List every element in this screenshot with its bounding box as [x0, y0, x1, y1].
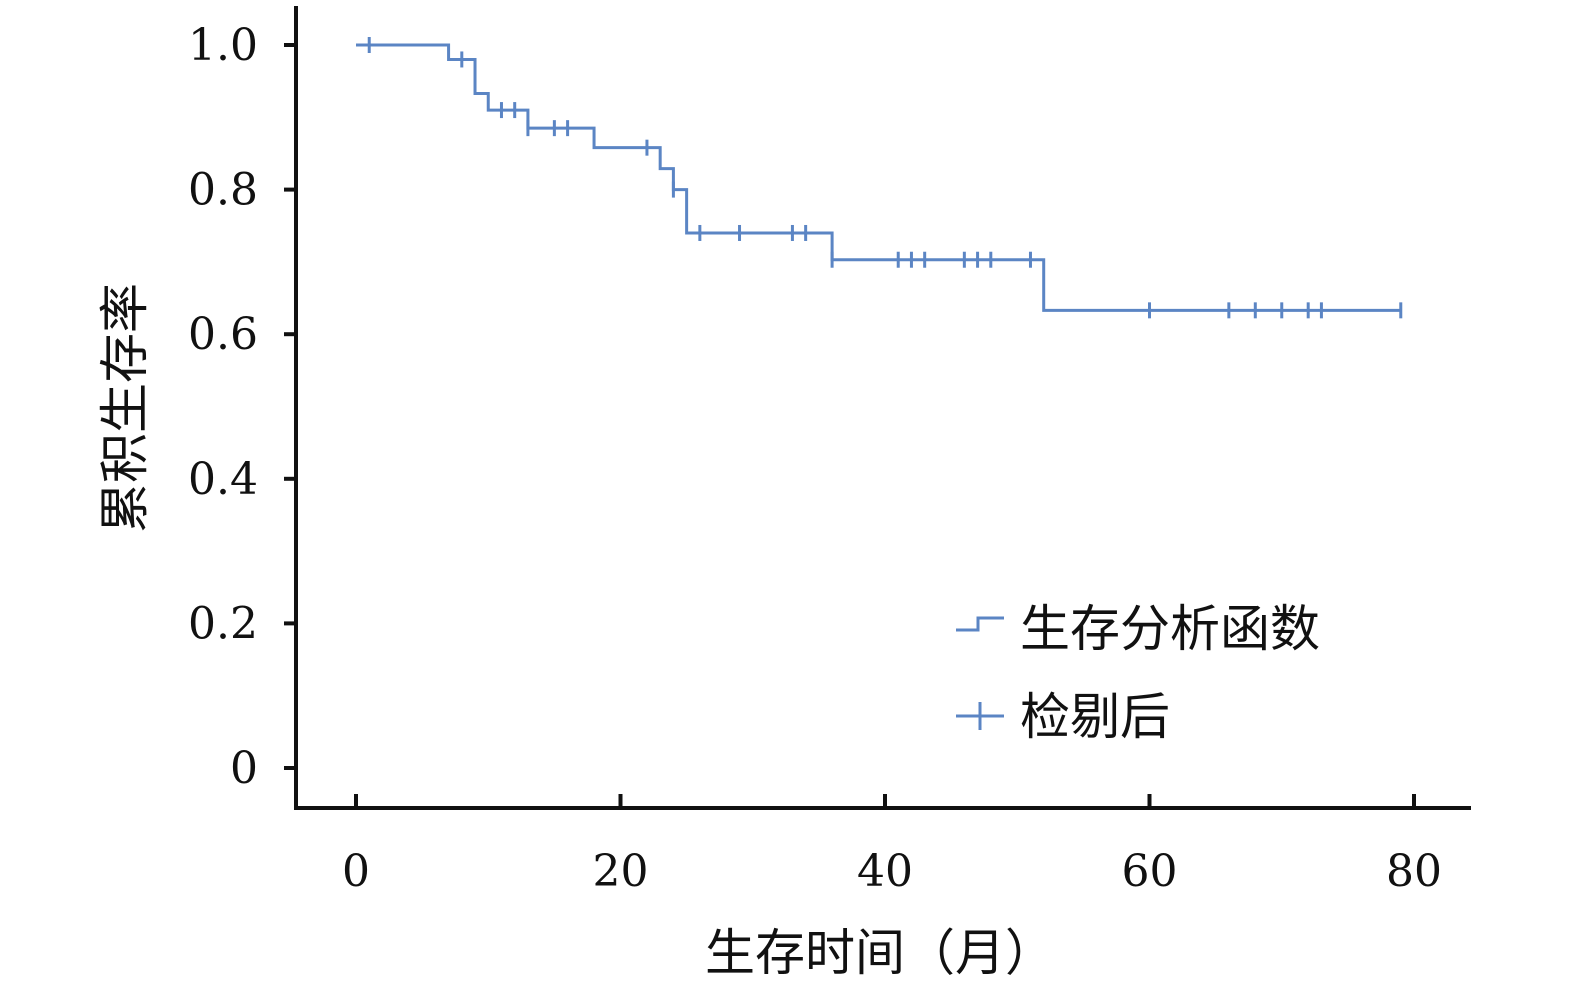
legend-label-censored: 检剔后 [1020, 688, 1170, 746]
y-tick-label: 0.6 [188, 309, 258, 360]
x-tick-label: 60 [1122, 846, 1178, 897]
legend-step-symbol [956, 616, 1004, 632]
x-tick-label: 40 [857, 846, 913, 897]
y-tick-label: 1.0 [188, 20, 258, 71]
x-tick-label: 20 [593, 846, 649, 897]
y-tick-label: 0.2 [188, 598, 258, 649]
axes [294, 6, 1471, 810]
y-tick-label: 0.8 [188, 165, 258, 216]
censor-marks [367, 37, 1403, 319]
x-tick-label: 80 [1386, 846, 1442, 897]
series [356, 43, 1401, 312]
y-tick-label: 0 [230, 743, 258, 794]
x-axis-title: 生存时间（月） [705, 924, 1055, 982]
ticks [284, 43, 1416, 808]
y-tick-label: 0.4 [188, 454, 258, 505]
tick-labels: 0 0.2 0.4 0.6 0.8 1.0 0 20 40 60 80 [188, 20, 1442, 897]
x-tick-label: 0 [342, 846, 370, 897]
legend-label-survival: 生存分析函数 [1020, 600, 1320, 658]
y-axis-title: 累积生存率 [96, 283, 154, 533]
legend: 生存分析函数 检剔后 [956, 600, 1320, 746]
survival-step-line [356, 43, 1401, 312]
